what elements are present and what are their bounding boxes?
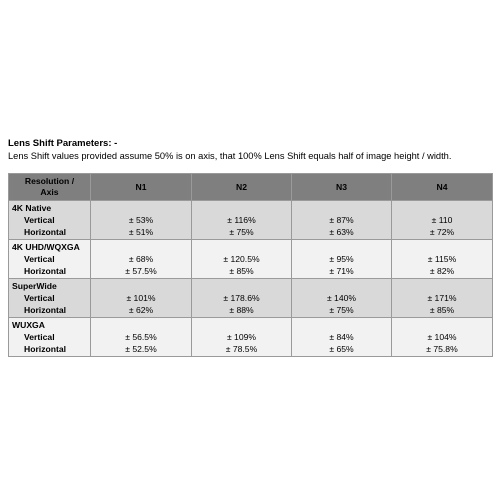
vertical-value: ± 68% [128,254,154,264]
value-cell-n1: ± 53% ± 51% [90,200,192,240]
table-row: WUXGA Vertical Horizontal ± 56.5% ± 52.5… [8,317,493,357]
table-header-row: Resolution / Axis N1 N2 N3 N4 [8,173,493,201]
section-heading: Lens Shift Parameters: - [8,138,118,149]
horizontal-value: ± 82% [429,266,455,276]
vertical-value: ± 101% [126,293,156,303]
header-n1: N1 [90,173,192,201]
horizontal-value: ± 78.5% [225,344,258,354]
vertical-value: ± 140% [326,293,357,303]
value-cell-n3: ± 140% ± 75% [291,278,392,318]
value-cell-n4: ± 104% ± 75.8% [391,317,493,357]
value-cell-n2: ± 178.6% ± 88% [191,278,292,318]
value-cell-n1: ± 56.5% ± 52.5% [90,317,192,357]
horizontal-value: ± 71% [329,266,354,276]
horizontal-value: ± 75% [229,227,254,237]
horizontal-value: ± 51% [128,227,154,237]
value-cell-n3: ± 95% ± 71% [291,239,392,279]
horizontal-value: ± 75% [329,305,354,315]
value-cell-n3: ± 84% ± 65% [291,317,392,357]
vertical-value: ± 116% [227,215,256,225]
vertical-value: ± 178.6% [223,293,260,303]
section-description: Lens Shift values provided assume 50% is… [8,151,452,161]
value-cell-n4: ± 110 ± 72% [391,200,493,240]
horizontal-label: Horizontal [24,227,67,237]
table-row: 4K Native Vertical Horizontal ± 53% ± 51… [8,200,493,240]
resolution-name: WUXGA [12,320,45,330]
vertical-label: Vertical [24,215,55,225]
vertical-value: ± 109% [226,332,257,342]
value-cell-n3: ± 87% ± 63% [291,200,392,240]
resolution-cell: 4K UHD/WQXGA Vertical Horizontal [8,239,91,279]
value-cell-n1: ± 68% ± 57.5% [90,239,192,279]
horizontal-value: ± 62% [128,305,154,315]
horizontal-value: ± 85% [429,305,455,315]
horizontal-value: ± 72% [429,227,455,237]
horizontal-label: Horizontal [24,305,67,315]
value-cell-n1: ± 101% ± 62% [90,278,192,318]
vertical-value: ± 84% [329,332,354,342]
resolution-name: 4K UHD/WQXGA [12,242,80,252]
resolution-cell: 4K Native Vertical Horizontal [8,200,91,240]
lens-shift-table: Resolution / Axis N1 N2 N3 N4 4K Native … [8,173,493,357]
header-n3: N3 [291,173,392,201]
resolution-cell: SuperWide Vertical Horizontal [8,278,91,318]
value-cell-n4: ± 171% ± 85% [391,278,493,318]
vertical-value: ± 110 [431,215,453,225]
resolution-cell: WUXGA Vertical Horizontal [8,317,91,357]
horizontal-value: ± 88% [229,305,254,315]
horizontal-value: ± 75.8% [426,344,458,354]
horizontal-label: Horizontal [24,266,67,276]
value-cell-n2: ± 120.5% ± 85% [191,239,292,279]
vertical-label: Vertical [24,293,55,303]
horizontal-value: ± 52.5% [125,344,157,354]
value-cell-n4: ± 115% ± 82% [391,239,493,279]
resolution-name: SuperWide [12,281,57,291]
value-cell-n2: ± 109% ± 78.5% [191,317,292,357]
header-axis-line: Axis [40,187,59,197]
vertical-value: ± 115% [427,254,457,264]
horizontal-value: ± 57.5% [125,266,157,276]
vertical-value: ± 171% [427,293,457,303]
resolution-name: 4K Native [12,203,52,213]
horizontal-value: ± 65% [329,344,354,354]
table-row: SuperWide Vertical Horizontal ± 101% ± 6… [8,278,493,318]
horizontal-value: ± 63% [329,227,354,237]
vertical-value: ± 104% [427,332,457,342]
vertical-label: Vertical [24,254,55,264]
header-n2: N2 [191,173,292,201]
header-n4: N4 [391,173,493,201]
vertical-value: ± 87% [329,215,354,225]
header-resolution-axis: Resolution / Axis [8,173,91,201]
vertical-value: ± 56.5% [125,332,157,342]
horizontal-value: ± 85% [229,266,254,276]
horizontal-label: Horizontal [24,344,67,354]
vertical-value: ± 120.5% [223,254,260,264]
table-row: 4K UHD/WQXGA Vertical Horizontal ± 68% ±… [8,239,493,279]
vertical-value: ± 53% [128,215,154,225]
vertical-value: ± 95% [329,254,354,264]
value-cell-n2: ± 116% ± 75% [191,200,292,240]
vertical-label: Vertical [24,332,55,342]
header-resolution-line: Resolution / [24,176,75,186]
